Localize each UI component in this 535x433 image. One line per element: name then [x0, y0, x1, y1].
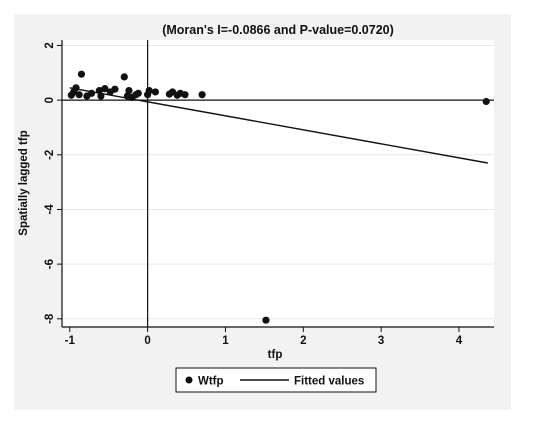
x-tick-label-4: 3: [378, 335, 384, 347]
y-tick-label-0: 2: [44, 42, 56, 48]
wtfp-point-4: [77, 70, 86, 78]
y-axis-ticks: 2 0 -2 -4 -6 -8: [44, 42, 62, 324]
legend-label-fitted: Fitted values: [294, 376, 364, 388]
wtfp-point-25: [181, 91, 189, 99]
y-tick-label-3: -4: [44, 204, 56, 215]
x-tick-label-0: -1: [65, 335, 76, 347]
series-marks: [67, 70, 490, 324]
x-axis-label: tfp: [268, 349, 283, 361]
wtfp-point-28: [482, 97, 490, 106]
wtfp-point-14: [125, 86, 133, 95]
wtfp-point-11: [111, 85, 119, 93]
wtfp-point-19: [145, 86, 153, 95]
wtfp-point-20: [151, 88, 160, 96]
x-tick-label-2: 1: [222, 335, 229, 347]
x-axis-ticks: -1 0 1 2 3 4: [65, 327, 463, 347]
x-tick-label-5: 4: [456, 335, 463, 347]
grid-lines: [62, 44, 494, 320]
legend-label-wtfp: Wtfp: [198, 376, 224, 388]
y-axis-label: Spatially lagged tfp: [18, 130, 30, 235]
fitted-values-line: [69, 87, 488, 164]
wtfp-point-12: [120, 73, 128, 81]
wtfp-point-3: [75, 91, 83, 99]
wtfp-point-9: [101, 85, 109, 93]
wtfp-point-26: [198, 91, 206, 99]
chart-title: (Moran's I=-0.0866 and P-value=0.0720): [162, 23, 394, 37]
y-tick-label-5: -8: [44, 313, 56, 324]
y-tick-label-2: -2: [44, 150, 56, 160]
legend: Wtfp Fitted values: [175, 367, 377, 393]
plot-area: [62, 40, 494, 327]
y-tick-label-1: 0: [44, 97, 56, 103]
y-tick-label-4: -6: [44, 259, 56, 269]
x-tick-label-1: 0: [144, 335, 150, 347]
wtfp-point-17: [134, 89, 142, 97]
x-tick-label-3: 2: [300, 335, 306, 347]
legend-marker-wtfp: [185, 376, 193, 384]
wtfp-point-27: [262, 316, 270, 324]
